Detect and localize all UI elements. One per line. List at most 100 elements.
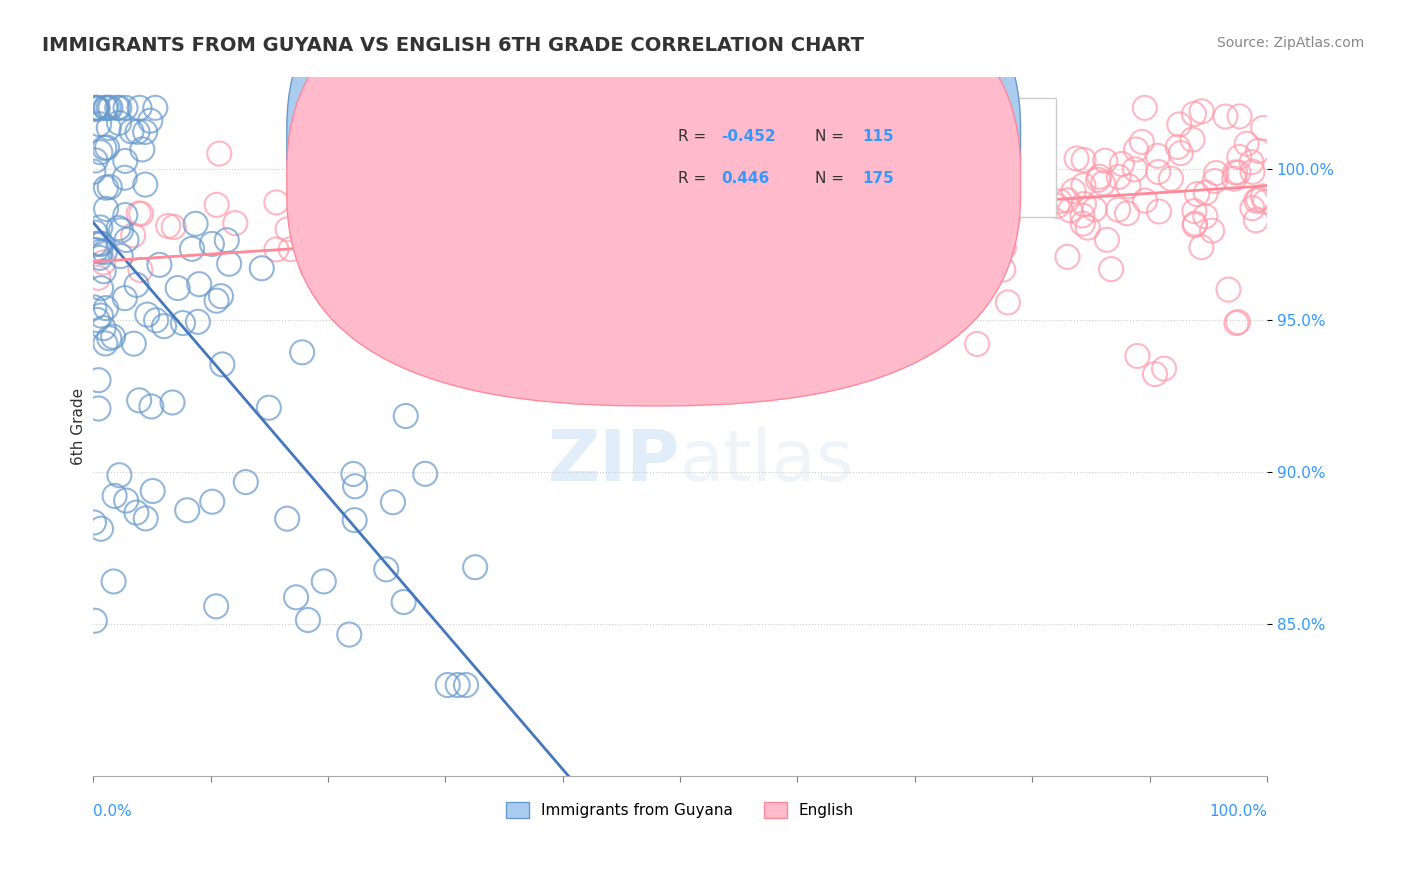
Point — [93, 264, 115, 278]
Point — [382, 249, 405, 263]
Point — [1244, 194, 1267, 208]
Point — [413, 467, 436, 481]
Point — [987, 234, 1010, 248]
Point — [392, 595, 415, 609]
Point — [1049, 194, 1071, 209]
Point — [936, 242, 959, 256]
Point — [1084, 202, 1107, 217]
Point — [1170, 146, 1192, 161]
Point — [87, 401, 110, 416]
Point — [342, 467, 364, 481]
Point — [803, 154, 825, 169]
Point — [1182, 107, 1205, 121]
Point — [1223, 165, 1246, 179]
Point — [520, 156, 543, 170]
Point — [120, 124, 142, 138]
Point — [1191, 104, 1213, 119]
Point — [135, 511, 157, 525]
Point — [960, 180, 983, 194]
Point — [201, 236, 224, 251]
Point — [1205, 166, 1227, 180]
Point — [946, 171, 969, 186]
Point — [1247, 193, 1270, 207]
Point — [863, 228, 886, 243]
Point — [354, 251, 377, 265]
Point — [297, 613, 319, 627]
Point — [1111, 157, 1133, 171]
Point — [418, 269, 440, 284]
Point — [134, 125, 156, 139]
Point — [104, 489, 127, 503]
Point — [114, 208, 136, 222]
Point — [94, 244, 117, 259]
Point — [1168, 117, 1191, 131]
Text: -0.452: -0.452 — [721, 129, 776, 145]
Point — [319, 237, 342, 252]
Point — [97, 101, 120, 115]
Point — [1028, 198, 1050, 212]
Point — [107, 221, 129, 235]
Point — [1095, 233, 1118, 247]
Point — [115, 493, 138, 508]
Point — [1046, 199, 1069, 213]
Point — [93, 141, 115, 155]
Point — [1071, 217, 1094, 231]
Point — [84, 101, 107, 115]
Point — [862, 202, 884, 216]
Point — [90, 236, 112, 251]
Point — [620, 247, 643, 261]
Point — [1236, 136, 1258, 151]
Point — [90, 522, 112, 536]
Point — [984, 119, 1007, 133]
Text: 0.0%: 0.0% — [93, 804, 132, 819]
Point — [1088, 169, 1111, 184]
Point — [91, 255, 114, 269]
Point — [290, 175, 312, 189]
Point — [266, 195, 288, 210]
Point — [94, 101, 117, 115]
Point — [299, 200, 322, 214]
Point — [166, 281, 188, 295]
Point — [148, 258, 170, 272]
Point — [654, 157, 676, 171]
Point — [1215, 110, 1237, 124]
Point — [115, 233, 138, 247]
Y-axis label: 6th Grade: 6th Grade — [72, 388, 86, 466]
Point — [122, 228, 145, 243]
Point — [1056, 250, 1078, 264]
Point — [83, 614, 105, 628]
Point — [1146, 149, 1168, 163]
Point — [974, 169, 997, 184]
Point — [201, 494, 224, 508]
Point — [187, 315, 209, 329]
Point — [1240, 155, 1263, 169]
Point — [796, 172, 818, 186]
Point — [94, 202, 117, 216]
Point — [1223, 171, 1246, 186]
Point — [883, 273, 905, 287]
Point — [235, 475, 257, 489]
Point — [215, 233, 238, 247]
Point — [103, 574, 125, 589]
Point — [83, 301, 105, 315]
Point — [936, 161, 959, 176]
Point — [464, 560, 486, 574]
Point — [1225, 316, 1247, 330]
Point — [114, 170, 136, 185]
Point — [727, 135, 749, 149]
Point — [1184, 217, 1206, 231]
Point — [125, 506, 148, 520]
Point — [87, 373, 110, 387]
Point — [927, 301, 949, 316]
Point — [987, 101, 1010, 115]
Point — [997, 186, 1019, 200]
Point — [205, 293, 228, 308]
Text: N =: N = — [815, 129, 849, 145]
Point — [976, 208, 998, 222]
Point — [163, 219, 186, 234]
Point — [1181, 133, 1204, 147]
Point — [84, 101, 107, 115]
Point — [153, 319, 176, 334]
Point — [582, 271, 605, 285]
Point — [682, 211, 704, 225]
